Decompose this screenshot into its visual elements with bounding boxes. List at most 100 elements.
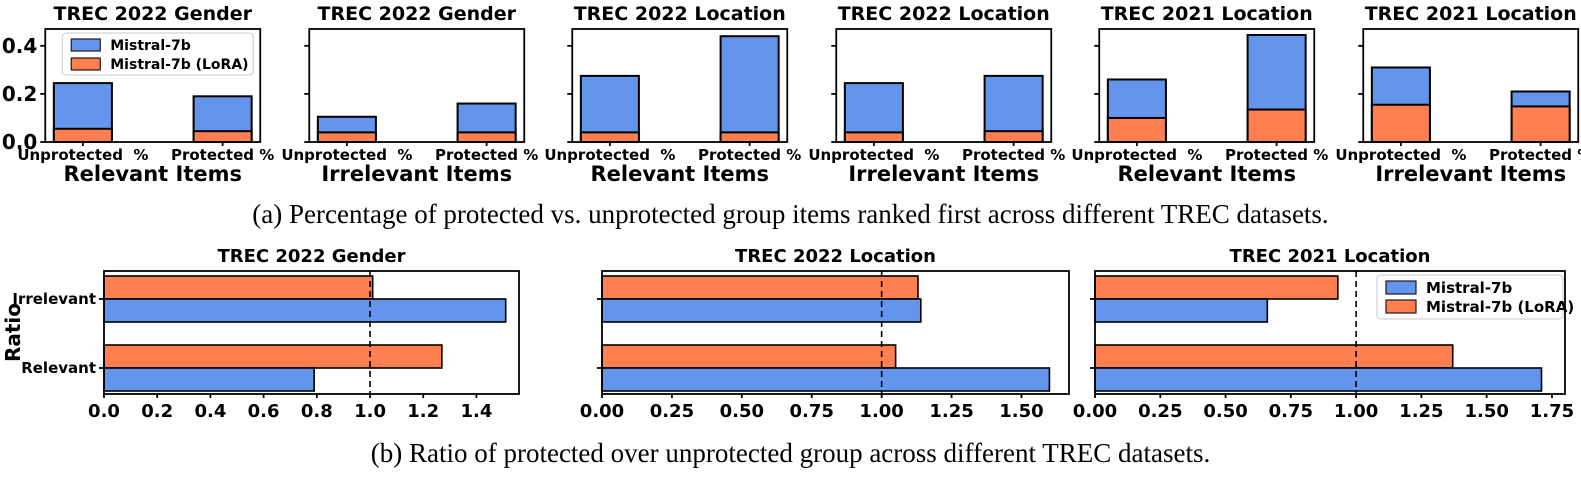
chart-canvas-b2: TREC 2022 Location 0.00 0.25 0.50 0.75 1.00 1.…	[580, 246, 1070, 422]
chart-canvas-a4: TREC 2022 Location Unprotected % Protected…	[808, 3, 1065, 186]
x-tick-label: Unprotected %	[808, 146, 939, 164]
legend-swatch-blue	[70, 38, 101, 52]
x-tick-label: 0.75	[1269, 401, 1313, 422]
bar-mistral-7b-lora	[103, 275, 374, 300]
x-tick-label: 1.4	[460, 401, 492, 422]
chart-title: TREC 2021 Location	[1230, 246, 1431, 267]
chart-canvas-b1: TREC 2022 Gender Irrelevant Relevant 0.0 0.2…	[1, 246, 520, 422]
bar-mistral-7b-lora	[316, 131, 377, 144]
x-axis-label: Irrelevant Items	[1375, 162, 1566, 186]
x-tick-label: 1.25	[929, 401, 973, 422]
x-tick-label: Protected %	[698, 146, 801, 164]
x-tick-label: 1.25	[1399, 401, 1443, 422]
legend-label: Mistral-7b	[1426, 279, 1512, 297]
panel-b1-trec-2022-gender-ratio: TREC 2022 Gender Irrelevant Relevant 0.0 0.2…	[0, 240, 580, 430]
x-tick-label: Unprotected %	[1071, 146, 1202, 164]
axes-frame	[1361, 28, 1579, 143]
x-tick-label: Unprotected %	[17, 146, 148, 164]
bar-mistral-7b	[601, 298, 922, 323]
chart-title: TREC 2021 Location	[1364, 3, 1576, 25]
panel-a1-trec-2022-gender-relevant: TREC 2022 Gender 0.0 0.2 0.4 Unprotected % Pr…	[0, 0, 274, 192]
x-axis-label: Relevant Items	[591, 162, 770, 186]
x-tick-label: 0.2	[141, 401, 173, 422]
caption-b: (b) Ratio of protected over unprotected …	[370, 438, 1211, 468]
x-tick-label: Protected %	[171, 146, 274, 164]
legend-box	[61, 32, 254, 76]
axes-frame	[44, 28, 262, 143]
x-axis-label: Irrelevant Items	[321, 162, 512, 186]
x-tick-label: Protected %	[434, 146, 537, 164]
x-tick-label: 1.2	[407, 401, 439, 422]
bar-mistral-7b-lora	[719, 131, 780, 144]
y-tick-label: Irrelevant	[12, 290, 96, 308]
chart-canvas-b3: TREC 2021 Location 0.00 0.25 0.50 0.75 1.00 1.…	[1073, 246, 1574, 422]
x-axis-label: Relevant Items	[1118, 162, 1297, 186]
bar-mistral-7b	[103, 298, 507, 323]
chart-title: TREC 2022 Gender	[217, 246, 405, 267]
x-tick-label: Protected %	[1225, 146, 1328, 164]
x-axis-label: Relevant Items	[64, 162, 243, 186]
caption-a: (a) Percentage of protected vs. unprotec…	[252, 199, 1329, 229]
bar-mistral-7b-lora	[1094, 275, 1339, 300]
x-tick-label: 0.00	[580, 401, 624, 422]
chart-canvas-a1: TREC 2022 Gender 0.0 0.2 0.4 Unprotected % Pr…	[2, 3, 274, 186]
x-tick-label: Unprotected %	[281, 146, 412, 164]
legend-label: Mistral-7b	[110, 38, 190, 54]
x-tick-label: 1.75	[1530, 401, 1574, 422]
axes-frame	[571, 28, 789, 143]
panel-a5-trec-2021-location-relevant: TREC 2021 Location Unprotected % Protected…	[1054, 0, 1328, 192]
legend-swatch-blue	[1385, 280, 1417, 295]
chart-title: TREC 2022 Gender	[54, 3, 253, 25]
chart-canvas-a5: TREC 2021 Location Unprotected % Protected…	[1071, 3, 1328, 186]
bar-mistral-7b	[719, 35, 780, 143]
x-tick-label: 0.0	[88, 401, 120, 422]
axes-frame	[1094, 270, 1566, 395]
chart-canvas-a2: TREC 2022 Gender Unprotected % Protected %…	[281, 3, 538, 186]
x-tick-label: 0.50	[1203, 401, 1247, 422]
panel-a6-trec-2021-location-irrelevant: TREC 2021 Location Unprotected % Protected…	[1318, 0, 1581, 192]
chart-title: TREC 2022 Location	[574, 3, 786, 25]
chart-title: TREC 2022 Location	[837, 3, 1049, 25]
legend-box	[1376, 274, 1564, 320]
x-tick-label: Unprotected %	[544, 146, 675, 164]
bar-mistral-7b	[103, 367, 315, 392]
y-tick-label: 0.2	[2, 82, 37, 106]
bar-mistral-7b-lora	[1106, 116, 1167, 143]
legend-label: Mistral-7b (LoRA)	[1426, 298, 1574, 316]
legend-label: Mistral-7b (LoRA)	[110, 57, 248, 73]
chart-title: TREC 2022 Location	[735, 246, 936, 267]
x-tick-label: 0.25	[650, 401, 694, 422]
axes-frame	[1098, 28, 1316, 143]
bar-mistral-7b-lora	[843, 131, 904, 144]
bar-mistral-7b-lora	[456, 131, 517, 144]
axes-frame	[103, 270, 520, 395]
panel-b2-trec-2022-location-ratio: TREC 2022 Location 0.00 0.25 0.50 0.75 1.00 1.…	[580, 240, 1080, 430]
x-tick-label: 0.50	[720, 401, 764, 422]
bar-mistral-7b-lora	[579, 131, 640, 144]
axes-frame	[307, 28, 525, 143]
x-tick-label: Protected %	[1488, 146, 1581, 164]
chart-title: TREC 2021 Location	[1101, 3, 1313, 25]
y-tick-label: Relevant	[21, 359, 96, 377]
panel-a2-trec-2022-gender-irrelevant: TREC 2022 Gender Unprotected % Protected %…	[264, 0, 538, 192]
bar-mistral-7b-lora	[983, 130, 1044, 143]
row-b-ratio-charts: TREC 2022 Gender Irrelevant Relevant 0.0 0.2…	[0, 240, 1581, 430]
bar-mistral-7b	[1094, 367, 1543, 392]
y-tick-label: 0.4	[2, 34, 37, 58]
bar-mistral-7b-lora	[1246, 108, 1307, 144]
bar-mistral-7b	[1094, 298, 1269, 323]
chart-canvas-a6: TREC 2021 Location Unprotected % Protected…	[1335, 3, 1581, 186]
axes-frame	[601, 270, 1070, 395]
x-tick-label: 1.00	[1334, 401, 1378, 422]
chart-title: TREC 2022 Gender	[317, 3, 516, 25]
bar-mistral-7b-lora	[1510, 105, 1571, 143]
bar-mistral-7b-lora	[601, 344, 897, 369]
x-tick-label: 0.8	[301, 401, 333, 422]
bar-mistral-7b-lora	[1094, 344, 1454, 369]
x-tick-label: Unprotected %	[1335, 146, 1466, 164]
panel-b3-trec-2021-location-ratio: TREC 2021 Location 0.00 0.25 0.50 0.75 1.00 1.…	[1073, 240, 1581, 430]
bar-mistral-7b-lora	[192, 130, 253, 143]
bar-mistral-7b-lora	[103, 344, 443, 369]
legend-swatch-orange	[1385, 299, 1417, 314]
